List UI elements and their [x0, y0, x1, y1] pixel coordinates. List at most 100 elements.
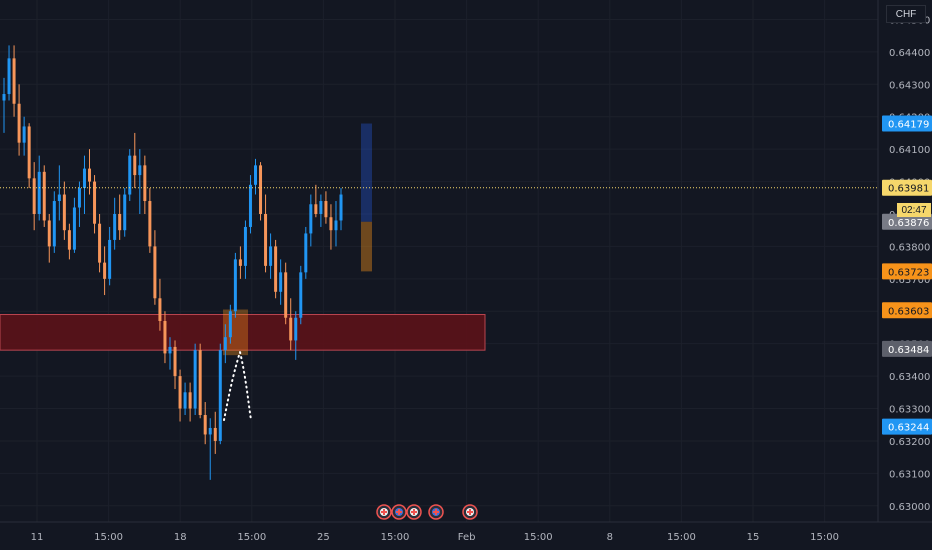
demand-zone-rect	[0, 313, 486, 351]
candle	[133, 132, 137, 189]
candle-body	[178, 376, 182, 409]
price-tag-label: 0.63603	[888, 306, 929, 317]
candle	[98, 213, 102, 273]
time-axis[interactable]: 11 15:00 18 15:00 25 15:00 Feb 15:00 8 15:00 15 15:…	[31, 532, 839, 543]
price-tick-label: 0.64400	[889, 48, 930, 59]
event-flag-icon[interactable]	[406, 504, 422, 520]
time-tick-label: 8	[607, 532, 613, 543]
candle	[123, 188, 127, 237]
price-tick-label: 0.63000	[889, 502, 930, 513]
candle	[93, 175, 97, 234]
price-tag-bg	[882, 263, 932, 280]
candle-body	[304, 233, 308, 273]
candle	[62, 181, 66, 240]
candle-body	[264, 213, 268, 266]
candle-body	[77, 188, 81, 208]
candle	[82, 155, 86, 214]
candle-body	[7, 58, 11, 95]
candle	[299, 265, 303, 325]
candle-body	[138, 165, 142, 176]
candle-body	[294, 317, 298, 341]
candle-body	[37, 171, 41, 214]
time-tick-label: 15:00	[667, 532, 696, 543]
candle-body	[183, 392, 187, 409]
bar-countdown: 02:47	[897, 203, 931, 217]
price-tags: 0.64179 0.63981 0.63876 0.63723 0.63603 0.634…	[882, 115, 932, 435]
candle	[193, 343, 197, 416]
candle	[163, 311, 167, 364]
candle	[213, 411, 217, 454]
candle	[47, 213, 51, 263]
event-flag-icon[interactable]	[428, 504, 444, 520]
candle	[274, 239, 278, 299]
candle-body	[42, 171, 46, 221]
candle	[334, 201, 338, 247]
chart-grid	[0, 0, 878, 522]
price-tag: 0.63603	[882, 302, 932, 319]
candle	[264, 194, 268, 273]
candle-body	[57, 194, 61, 202]
time-tick-label: 25	[317, 532, 330, 543]
candle-body	[67, 230, 71, 250]
dotted-arrow-path	[223, 348, 252, 421]
economic-events[interactable]	[376, 504, 478, 520]
candle	[198, 343, 202, 419]
currency-label[interactable]: CHF	[886, 5, 926, 23]
demand-zone[interactable]	[0, 309, 486, 356]
price-tag-label: 0.63876	[888, 218, 929, 229]
candle-body	[289, 317, 293, 341]
candle	[309, 194, 313, 247]
candle	[17, 84, 21, 156]
candle-body	[128, 155, 132, 195]
candle-body	[163, 320, 167, 354]
candle	[12, 45, 16, 117]
price-tick-label: 0.63400	[889, 372, 930, 383]
candle-body	[32, 178, 36, 214]
candle-body	[188, 392, 192, 409]
candle	[22, 116, 26, 156]
candle	[203, 402, 207, 445]
candle-body	[269, 246, 273, 266]
price-tick-label: 0.64300	[889, 80, 930, 91]
candle-body	[108, 239, 112, 279]
candle	[183, 382, 187, 416]
price-tag-bg	[882, 213, 932, 230]
candle-body	[299, 272, 303, 318]
candle	[218, 343, 222, 445]
candle	[118, 194, 122, 240]
candle	[153, 230, 157, 305]
candle	[42, 165, 46, 227]
price-tag-bg	[882, 340, 932, 357]
candle	[77, 181, 81, 227]
candle	[72, 197, 76, 253]
event-flag-icon[interactable]	[376, 504, 392, 520]
candle	[233, 252, 237, 318]
candle-body	[98, 223, 102, 263]
price-tag-bg	[882, 179, 932, 196]
candle-body	[243, 226, 247, 266]
dotted-arrow-drawing[interactable]	[223, 348, 252, 421]
event-flag-icon[interactable]	[391, 504, 407, 520]
candle-body	[193, 350, 197, 409]
candle	[27, 123, 31, 189]
candle	[108, 226, 112, 286]
candle	[188, 382, 192, 422]
candle	[143, 155, 147, 214]
candle-body	[62, 194, 66, 231]
candle	[32, 162, 36, 231]
candle	[148, 188, 152, 253]
price-tag: 0.63876	[882, 213, 932, 230]
time-tick-label: 15:00	[381, 532, 410, 543]
candle-body	[259, 165, 263, 214]
position-target-area	[361, 123, 372, 222]
candle-body	[339, 194, 343, 221]
candle-body	[133, 155, 137, 176]
long-position-tool[interactable]	[361, 123, 372, 272]
candle	[279, 259, 283, 305]
event-flag-icon[interactable]	[462, 504, 478, 520]
candle-body	[203, 415, 207, 435]
candle-body	[228, 311, 232, 338]
candle	[269, 233, 273, 279]
candle-body	[223, 337, 227, 351]
